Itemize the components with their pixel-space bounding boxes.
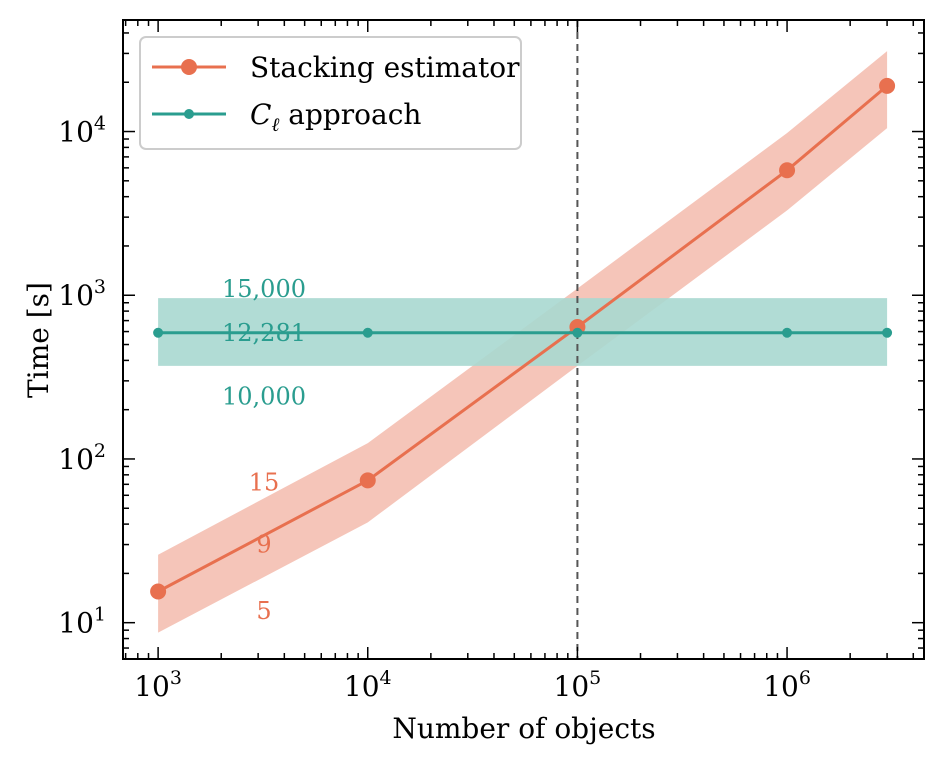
x-tick-label: 106 (763, 667, 811, 703)
annotation-label: 15 (249, 468, 280, 496)
data-point (779, 162, 796, 179)
legend-marker (181, 59, 197, 75)
x-tick-label: 104 (344, 667, 392, 703)
data-point (153, 327, 164, 338)
x-tick-label: 103 (134, 667, 182, 703)
data-point (782, 327, 793, 338)
annotation-label: 10,000 (222, 383, 306, 411)
y-tick-label: 102 (58, 440, 106, 476)
legend-box (139, 36, 522, 150)
y-axis-ticks: 101 102 103 104 (58, 32, 924, 660)
y-axis-label: Time [s] (22, 282, 55, 398)
legend: Stacking estimator Cℓ approach (139, 36, 522, 150)
data-point (879, 77, 896, 94)
y-tick-label: 104 (58, 113, 106, 149)
data-point (882, 327, 893, 338)
plot-border (122, 19, 925, 660)
x-tick-label: 105 (554, 667, 602, 703)
data-point (572, 327, 583, 338)
y-tick-label: 103 (58, 276, 106, 312)
plot-frame (122, 19, 925, 660)
annotation-label: 12,281 (222, 319, 306, 347)
x-axis-ticks: 103 104 105 106 (124, 20, 915, 703)
data-point (362, 327, 373, 338)
annotations: 15,000 12,281 10,000 15 9 5 (222, 275, 306, 625)
annotation-label: 5 (256, 597, 271, 625)
annotation-label: 9 (256, 531, 271, 559)
x-axis-label: Number of objects (392, 712, 655, 745)
data-point (150, 583, 167, 600)
legend-label: Stacking estimator (250, 51, 520, 84)
y-tick-label: 101 (58, 604, 106, 640)
annotation-label: 15,000 (222, 275, 306, 303)
data-point (359, 472, 376, 489)
series-lines (150, 77, 896, 600)
legend-label: Cℓ approach (250, 98, 421, 136)
legend-marker (184, 109, 194, 119)
